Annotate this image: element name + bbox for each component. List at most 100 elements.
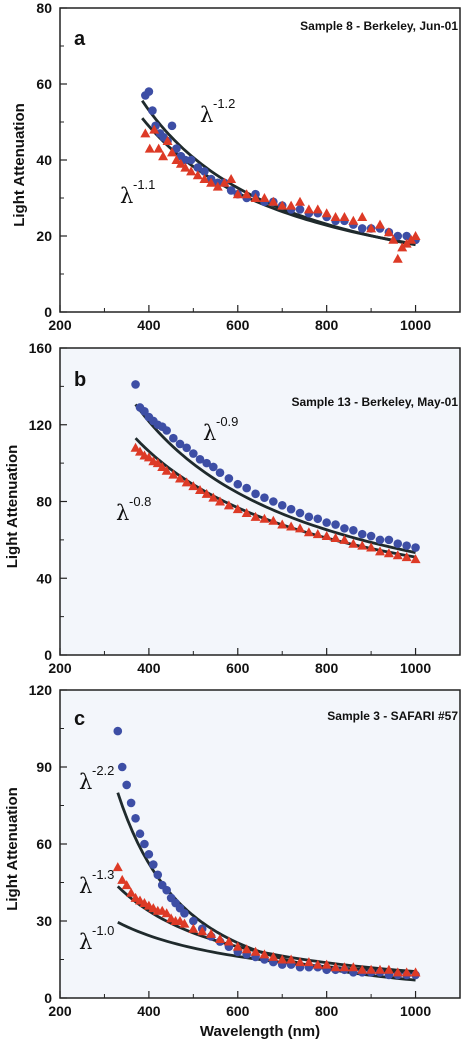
fit-label-lambda: λ <box>116 501 129 525</box>
circle-data-point <box>144 849 154 859</box>
triangle-data-point <box>383 227 394 237</box>
fit-label-exponent: -1.1 <box>133 177 155 192</box>
circle-data-point <box>149 860 158 869</box>
triangle-data-point <box>206 177 217 187</box>
triangle-data-point <box>357 964 368 974</box>
fit-label-lambda: λ <box>79 770 92 794</box>
triangle-data-point <box>140 128 151 138</box>
panel-b-title: Sample 13 - Berkeley, May-01 <box>291 395 458 409</box>
panel-a-title: Sample 8 - Berkeley, Jun-01 <box>300 19 458 33</box>
circle-data-point <box>182 443 191 453</box>
y-tick-label: 120 <box>29 417 53 433</box>
circle-data-point <box>295 205 305 214</box>
triangle-data-point <box>199 174 210 183</box>
panel-c-title: Sample 3 - SAFARI #57 <box>327 709 458 723</box>
circle-data-point <box>131 814 140 823</box>
x-tick-label: 200 <box>48 660 72 676</box>
fit-label-exponent: -1.3 <box>92 867 114 882</box>
panel-a-letter: a <box>74 28 86 50</box>
circle-data-point <box>357 224 367 233</box>
triangle-data-point <box>348 215 359 225</box>
triangle-data-point <box>312 204 323 214</box>
circle-data-point <box>167 121 177 131</box>
fit-label-exponent: -2.2 <box>92 763 114 778</box>
circle-data-point <box>153 870 163 880</box>
circle-data-point <box>175 439 185 449</box>
circle-data-point <box>113 726 123 736</box>
circle-data-point <box>215 468 225 478</box>
x-tick-label: 800 <box>315 317 339 333</box>
x-tick-label: 1000 <box>400 317 431 333</box>
triangle-data-point <box>321 531 332 541</box>
circle-data-point <box>117 762 127 772</box>
y-tick-label: 40 <box>36 152 52 168</box>
circle-data-point <box>242 483 251 493</box>
triangle-data-point <box>259 513 270 523</box>
circle-data-point <box>172 144 181 153</box>
triangle-data-point <box>219 177 230 187</box>
circle-data-point <box>393 231 403 241</box>
circle-data-point <box>186 155 196 165</box>
circle-data-point <box>169 433 178 443</box>
circle-data-point <box>402 231 411 241</box>
y-tick-label: 30 <box>36 913 52 929</box>
triangle-data-point <box>312 959 323 969</box>
triangle-data-point <box>295 523 305 533</box>
triangle-data-point <box>383 964 394 974</box>
circle-data-point <box>322 518 331 527</box>
circle-data-point <box>193 163 203 172</box>
circle-data-point <box>331 520 340 529</box>
triangle-data-point <box>135 446 145 456</box>
triangle-data-point <box>277 200 288 210</box>
circle-data-point <box>402 541 411 550</box>
triangle-data-point <box>392 550 403 560</box>
panel-c-ylabel: Light Attenuation <box>4 787 21 911</box>
panel-a-frame <box>59 7 461 313</box>
triangle-data-point <box>195 484 205 494</box>
y-tick-label: 80 <box>36 0 52 16</box>
x-tick-label: 400 <box>137 317 161 333</box>
triangle-data-point <box>143 452 154 462</box>
circle-data-point <box>295 508 305 518</box>
triangle-data-point <box>144 143 155 153</box>
triangle-data-point <box>241 189 252 199</box>
circle-data-point <box>180 909 189 918</box>
triangle-data-point <box>312 529 323 539</box>
triangle-data-point <box>330 532 341 542</box>
y-tick-label: 120 <box>29 682 53 698</box>
triangle-data-point <box>157 461 168 471</box>
panel-a: 200 400 600 800 1000 0 20 40 60 80 a Sample 8 - B… <box>11 0 461 333</box>
circle-data-point <box>349 525 358 535</box>
triangle-data-point <box>161 908 172 918</box>
power-law-fit-curve <box>134 403 416 554</box>
triangle-data-point <box>259 949 270 959</box>
triangle-data-point <box>149 124 160 134</box>
circle-data-point <box>366 531 376 541</box>
circle-data-point <box>224 474 234 483</box>
triangle-data-point <box>401 552 412 562</box>
triangle-data-point <box>232 189 243 199</box>
triangle-data-point <box>192 170 203 180</box>
triangle-data-point <box>201 488 212 498</box>
circle-data-point <box>189 449 198 458</box>
triangle-data-point <box>121 880 132 890</box>
x-tick-label: 400 <box>137 1003 161 1019</box>
triangle-data-point <box>117 874 128 884</box>
circle-data-point <box>269 497 278 506</box>
x-tick-label: 1000 <box>400 1003 431 1019</box>
triangle-data-point <box>161 465 172 475</box>
circle-data-point <box>162 426 171 435</box>
triangle-data-point <box>410 554 421 564</box>
triangle-data-point <box>175 473 185 483</box>
triangle-data-point <box>188 481 199 491</box>
triangle-data-point <box>171 155 182 164</box>
panel-b-ylabel: Light Attenuation <box>4 445 21 569</box>
panel-b-frame <box>59 347 461 656</box>
triangle-data-point <box>286 954 297 964</box>
triangle-data-point <box>366 964 377 974</box>
y-tick-label: 20 <box>36 228 52 244</box>
circle-data-point <box>233 479 243 489</box>
circle-data-point <box>313 514 323 524</box>
triangle-data-point <box>215 933 225 943</box>
triangle-data-point <box>303 204 314 214</box>
